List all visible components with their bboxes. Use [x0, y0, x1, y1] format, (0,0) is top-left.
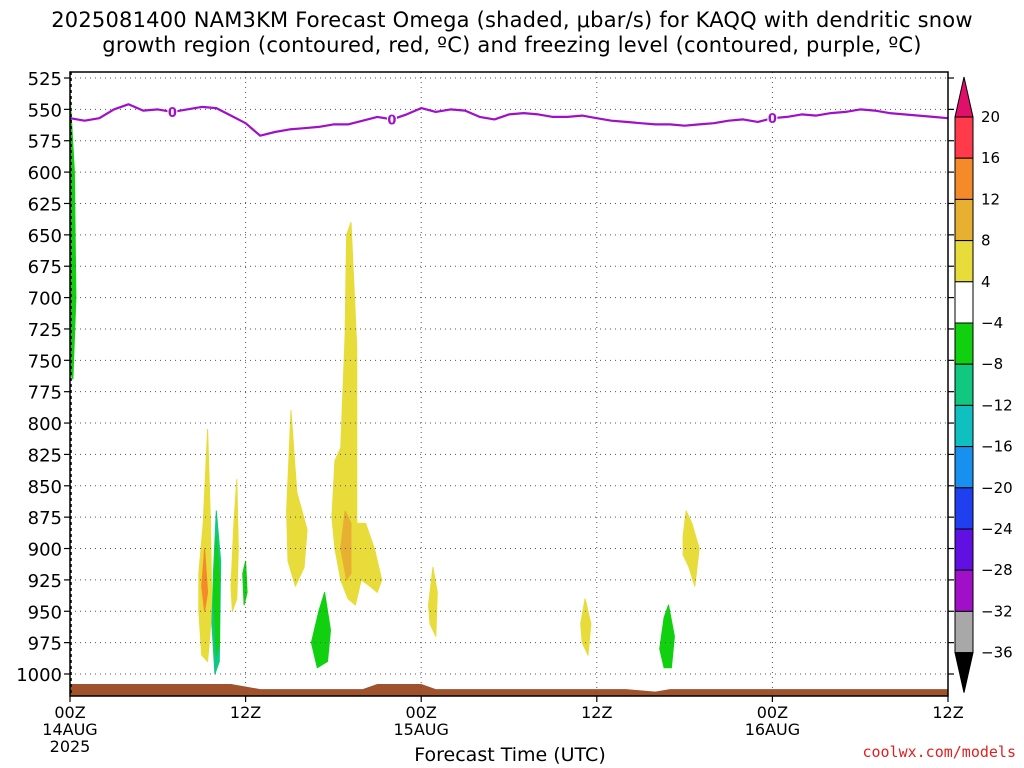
- y-tick-label-825: 825: [28, 445, 62, 466]
- colorbar-segment-4: [954, 281, 974, 324]
- y-tick-label-750: 750: [28, 351, 62, 372]
- y-tick-label-850: 850: [28, 477, 62, 498]
- colorbar-label-1: 16: [981, 149, 1000, 167]
- colorbar-label-3: 8: [981, 232, 991, 250]
- y-tick-label-1000: 1000: [16, 665, 62, 686]
- colorbar-label-7: −12: [981, 396, 1013, 414]
- y-tick-label-775: 775: [28, 383, 62, 404]
- y-tick-label-975: 975: [28, 634, 62, 655]
- terrain-band: [70, 684, 948, 696]
- colorbar-segment-8: [954, 446, 974, 489]
- y-tick-label-950: 950: [28, 602, 62, 623]
- colorbar-label-0: 20: [981, 108, 1000, 126]
- y-axis: 525 550 575 600 625 650 675 700 725 750 775 800 825 8…: [16, 69, 954, 686]
- colorbar-label-9: −20: [981, 479, 1013, 497]
- colorbar-segment-0: [954, 116, 974, 159]
- x-tick-label-0-0: 00Z: [54, 703, 85, 722]
- y-tick-label-550: 550: [28, 100, 62, 121]
- y-tick-label-600: 600: [28, 163, 62, 184]
- x-tick-label-0-1: 14AUG: [42, 720, 97, 739]
- colorbar-label-2: 12: [981, 190, 1000, 208]
- x-tick-label-48-1: 16AUG: [745, 720, 800, 739]
- colorbar-segment-11: [954, 569, 974, 612]
- chart-title-line-2: growth region (contoured, red, ºC) and f…: [102, 33, 922, 57]
- omega-region-9: [331, 221, 383, 606]
- omega-region-2: [201, 548, 209, 612]
- y-tick-label-525: 525: [28, 69, 62, 90]
- colorbar-segment-1: [954, 157, 974, 200]
- colorbar-segment-3: [954, 240, 974, 283]
- y-tick-label-725: 725: [28, 320, 62, 341]
- colorbar-label-6: −8: [981, 355, 1003, 373]
- freezing-label-bg-0: [167, 103, 178, 118]
- freezing-level-contour: 0 0 0: [69, 103, 949, 137]
- freezing-label-bg-1: [386, 111, 397, 126]
- plot-frame: [69, 71, 949, 697]
- y-tick-label-800: 800: [28, 414, 62, 435]
- colorbar-segment-2: [954, 198, 974, 242]
- x-tick-label-48-0: 00Z: [757, 703, 788, 722]
- y-tick-label-650: 650: [28, 226, 62, 247]
- y-tick-label-625: 625: [28, 194, 62, 215]
- colorbar-label-10: −24: [981, 520, 1013, 538]
- freezing-level-label-2: 0: [768, 112, 777, 127]
- plot-border: [69, 71, 949, 697]
- omega-region-13: [659, 604, 675, 669]
- y-tick-label-925: 925: [28, 571, 62, 592]
- y-tick-label-875: 875: [28, 508, 62, 529]
- x-tick-label-24-1: 15AUG: [393, 720, 448, 739]
- freezing-label-bg-2: [767, 110, 778, 125]
- x-tick-label-36-0: 12Z: [581, 703, 612, 722]
- omega-region-12: [580, 598, 592, 656]
- y-tick-label-700: 700: [28, 289, 62, 310]
- colorbar-segment-10: [954, 528, 974, 571]
- x-tick-label-12-0: 12Z: [230, 703, 261, 722]
- x-tick-label-0-2: 2025: [50, 737, 91, 756]
- y-tick-label-675: 675: [28, 257, 62, 278]
- freezing-level-label-1: 0: [387, 113, 396, 128]
- colorbar-label-5: −4: [981, 314, 1003, 332]
- colorbar-label-4: 4: [981, 273, 991, 291]
- colorbar-segment-9: [954, 487, 974, 530]
- colorbar-segment-12: [954, 610, 974, 654]
- freezing-level-label-0: 0: [168, 106, 177, 121]
- x-tick-label-24-0: 00Z: [406, 703, 437, 722]
- colorbar-top-arrow: [954, 76, 974, 118]
- omega-region-4: [212, 535, 220, 656]
- colorbar-label-11: −28: [981, 561, 1013, 579]
- x-tick-label-60-0: 12Z: [932, 703, 963, 722]
- colorbar-label-13: −36: [981, 644, 1013, 662]
- site-credit: coolwx.com/models: [862, 743, 1016, 761]
- colorbar: 20 16 12 8 4 −4 −8 −12 −16 −20 −24 −28 −32 −36: [954, 76, 1013, 693]
- omega-region-14: [682, 510, 700, 587]
- y-tick-label-575: 575: [28, 132, 62, 153]
- freezing-level-line: [69, 103, 949, 137]
- colorbar-bottom-arrow: [954, 652, 974, 693]
- colorbar-segment-6: [954, 363, 974, 406]
- chart-title-line-1: 2025081400 NAM3KM Forecast Omega (shaded…: [51, 8, 973, 32]
- colorbar-label-8: −16: [981, 438, 1013, 456]
- omega-region-5: [230, 479, 239, 612]
- y-tick-label-900: 900: [28, 540, 62, 561]
- colorbar-segment-7: [954, 404, 974, 448]
- x-axis-title: Forecast Time (UTC): [414, 744, 606, 766]
- terrain-fill: [70, 684, 948, 696]
- colorbar-label-12: −32: [981, 602, 1013, 620]
- omega-region-11: [428, 566, 438, 637]
- colorbar-segment-5: [954, 322, 974, 365]
